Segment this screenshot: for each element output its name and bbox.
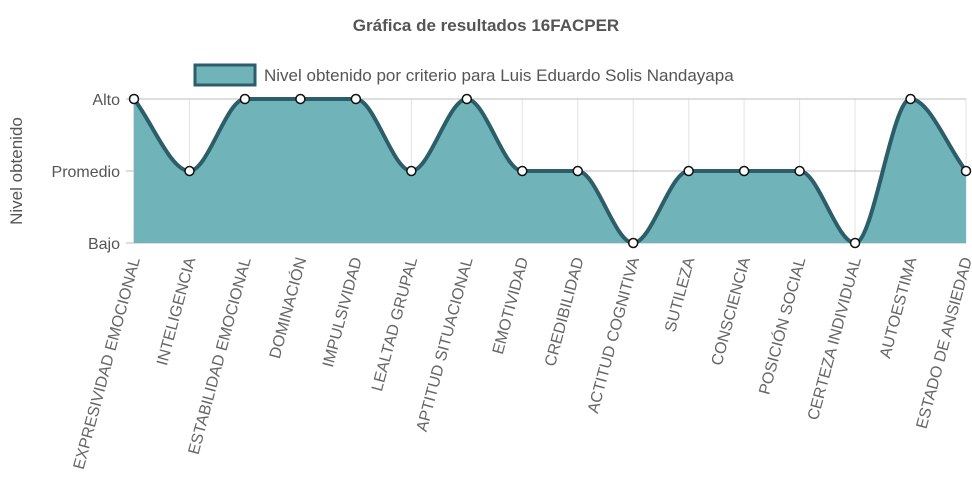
legend-swatch — [193, 63, 257, 87]
x-tick-label: ESTABILIDAD EMOCIONAL — [186, 256, 255, 457]
data-point[interactable] — [517, 165, 528, 177]
x-tick-label: CERTEZA INDIVIDUAL — [805, 256, 865, 423]
chart-title: Gráfica de resultados 16FACPER — [353, 16, 619, 35]
x-tick-label: APTITUD SITUACIONAL — [414, 256, 477, 434]
data-point[interactable] — [461, 93, 473, 105]
data-point[interactable] — [683, 165, 694, 177]
data-point[interactable] — [849, 237, 861, 249]
data-point[interactable] — [239, 93, 251, 105]
x-tick-label: EMOTIVIDAD — [490, 256, 532, 357]
x-tick-label: CREDIBILIDAD — [542, 256, 587, 369]
x-tick-label: INTELIGENCIA — [154, 255, 199, 367]
data-point[interactable] — [295, 93, 306, 105]
y-tick-label: Promedio — [52, 164, 121, 181]
x-tick-label: POSICIÓN SOCIAL — [755, 255, 810, 397]
x-tick-label: AUTOESTIMA — [877, 255, 920, 360]
data-point[interactable] — [960, 165, 972, 177]
data-point[interactable] — [627, 237, 639, 249]
data-point[interactable] — [572, 165, 583, 177]
data-point[interactable] — [738, 165, 750, 177]
data-point[interactable] — [128, 93, 140, 105]
data-point[interactable] — [406, 165, 417, 177]
data-point[interactable] — [184, 165, 195, 177]
x-tick-label: ACTITUD COGNITIVA — [585, 255, 643, 415]
data-points — [128, 93, 972, 249]
legend[interactable]: Nivel obtenido por criterio para Luis Ed… — [193, 63, 734, 87]
legend-label: Nivel obtenido por criterio para Luis Ed… — [264, 66, 734, 85]
x-axis-ticks: EXPRESIVIDAD EMOCIONAL INTELIGENCIAESTABI… — [71, 255, 972, 471]
x-tick-label: ESTADO DE ANSIEDAD — [914, 256, 972, 431]
x-tick-label: IMPULSIVIDAD — [320, 256, 366, 369]
y-tick-label: Bajo — [88, 236, 120, 253]
data-point[interactable] — [905, 93, 916, 105]
x-tick-label: DOMINACIÓN — [265, 255, 310, 360]
y-axis-label: Nivel obtenido — [7, 117, 26, 225]
x-tick-label: SUTILEZA — [662, 255, 698, 334]
y-axis-ticks: Bajo Promedio Alto — [52, 92, 121, 253]
data-point[interactable] — [794, 165, 805, 177]
x-tick-label: CONSCIENCIA — [709, 255, 754, 367]
x-tick-label: LEALTAD GRUPAL — [369, 256, 421, 394]
y-tick-label: Alto — [92, 92, 120, 109]
data-point[interactable] — [350, 93, 362, 105]
x-tick-label: EXPRESIVIDAD EMOCIONAL — [71, 256, 144, 472]
